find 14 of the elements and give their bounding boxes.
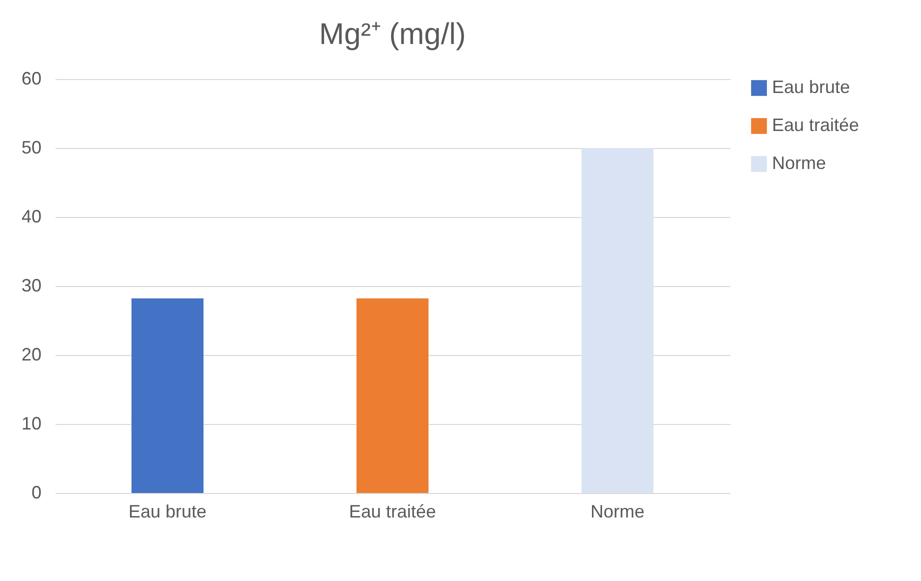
y-tick-label: 0 <box>31 482 42 502</box>
y-tick-label: 60 <box>21 68 42 88</box>
y-tick-label: 10 <box>21 414 42 434</box>
legend-label: Eau traitée <box>772 115 860 135</box>
x-tick-label: Eau brute <box>128 502 207 522</box>
x-tick-label: Eau traitée <box>348 502 436 522</box>
y-tick-label: 50 <box>21 138 42 158</box>
y-tick-label: 40 <box>21 206 42 226</box>
y-tick-label: 20 <box>21 344 42 364</box>
legend-label: Norme <box>772 153 826 173</box>
x-tick-label: Norme <box>590 502 645 522</box>
legend-label: Eau brute <box>772 77 850 97</box>
y-tick-label: 30 <box>21 276 42 296</box>
chart-title: Mg²⁺ (mg/l) <box>319 18 466 51</box>
